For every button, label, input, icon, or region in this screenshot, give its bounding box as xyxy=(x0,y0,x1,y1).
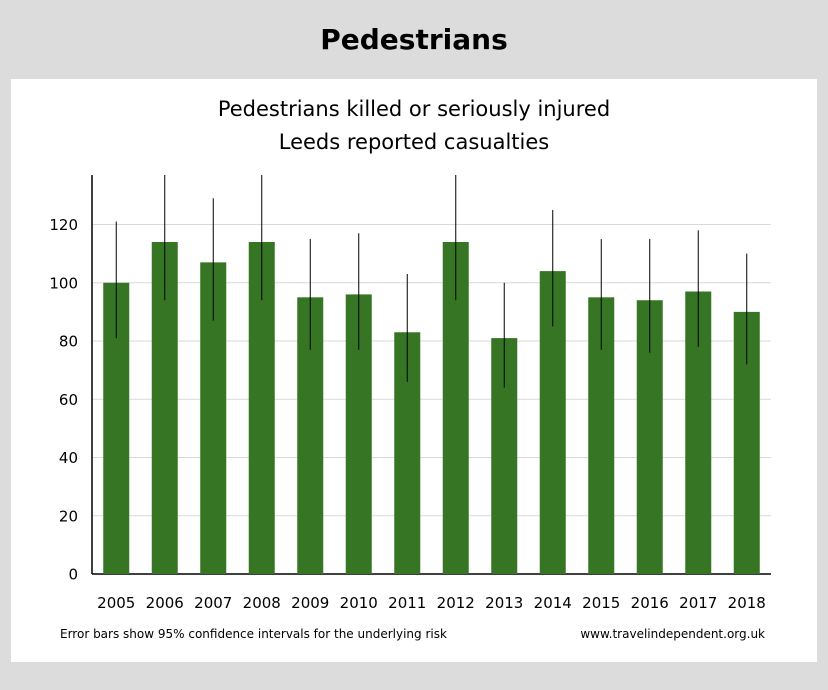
error-bar-footnote: Error bars show 95% confidence intervals… xyxy=(60,627,447,641)
x-tick-label: 2007 xyxy=(194,594,232,612)
x-tick-label: 2006 xyxy=(146,594,184,612)
y-tick-label: 120 xyxy=(49,216,78,234)
x-tick-label: 2015 xyxy=(582,594,620,612)
y-tick-label: 20 xyxy=(59,507,78,525)
x-tick-label: 2016 xyxy=(631,594,669,612)
bar-chart: 0 20 40 60 80 100 120 2005 2006 2007 2008 2009 2010 2… xyxy=(49,175,771,612)
page-heading: Pedestrians xyxy=(320,22,508,56)
x-tick-label: 2008 xyxy=(243,594,281,612)
x-tick-label: 2010 xyxy=(340,594,378,612)
y-tick-label: 0 xyxy=(68,566,78,584)
y-tick-label: 40 xyxy=(59,449,78,467)
chart-subtitle: Leeds reported casualties xyxy=(278,130,550,154)
chart-title: Pedestrians killed or seriously injured xyxy=(217,97,611,121)
x-tick-label: 2014 xyxy=(534,594,572,612)
x-tick-label: 2009 xyxy=(291,594,329,612)
x-tick-label: 2005 xyxy=(97,594,135,612)
y-tick-label: 60 xyxy=(59,391,78,409)
y-tick-label: 100 xyxy=(49,274,78,292)
source-url: www.travelindependent.org.uk xyxy=(580,627,765,641)
x-tick-label: 2011 xyxy=(388,594,426,612)
y-tick-label: 80 xyxy=(59,333,78,351)
chart-panel: Pedestrians killed or seriously injured … xyxy=(11,79,817,662)
x-tick-label: 2018 xyxy=(728,594,766,612)
x-tick-label: 2013 xyxy=(485,594,523,612)
x-tick-label: 2012 xyxy=(437,594,475,612)
x-tick-label: 2017 xyxy=(679,594,717,612)
